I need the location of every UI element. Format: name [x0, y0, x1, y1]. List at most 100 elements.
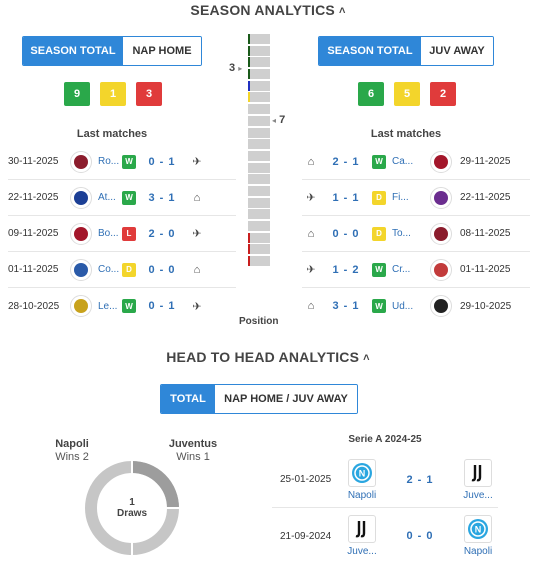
match-date: 09-11-2025 [8, 228, 59, 239]
match-date: 29-11-2025 [460, 156, 511, 167]
match-row[interactable]: ✈ 1 - 1 D Fi... 22-11-2025 [302, 180, 530, 216]
position-bar [248, 197, 270, 208]
result-badge: W [372, 154, 386, 169]
zone-marker [248, 256, 250, 267]
match-score[interactable]: 1 - 1 [332, 191, 360, 204]
match-score[interactable]: 1 - 2 [332, 263, 360, 276]
match-row[interactable]: 28-10-2025 Le... W 0 - 1 ✈ [8, 288, 236, 324]
position-axis-label: Position [239, 316, 279, 327]
h2h-total-tab[interactable]: TOTAL [161, 385, 215, 413]
home-wins-badge: 9 [64, 82, 90, 106]
h2h-away-team-name: Juventus [168, 438, 218, 450]
match-score[interactable]: 3 - 1 [332, 300, 360, 312]
match-date: 29-10-2025 [460, 300, 512, 312]
match-row[interactable]: ⌂ 3 - 1 W Ud... 29-10-2025 [302, 288, 530, 324]
result-badge: W [372, 299, 386, 313]
match-date: 22-11-2025 [8, 192, 59, 203]
position-bar [248, 185, 270, 196]
away-last-matches-list: ⌂ 2 - 1 W Ca... 29-11-2025 ✈ 1 - 1 D Fi... 22-11-… [302, 144, 530, 324]
result-badge: D [372, 190, 386, 205]
donut-away-wins-arc [131, 461, 179, 509]
match-row[interactable]: 22-11-2025 At... W 3 - 1 ⌂ [8, 180, 236, 216]
donut-center-text: 1 Draws [84, 460, 180, 556]
away-season-total-tab[interactable]: SEASON TOTAL [319, 37, 421, 65]
away-position-marker: ◂ 7 [272, 114, 285, 126]
position-bar [248, 92, 270, 103]
opponent-name[interactable]: Ud... [392, 300, 414, 312]
opponent-name[interactable]: At... [98, 192, 116, 203]
opponent-name[interactable]: To... [392, 228, 411, 239]
home-icon: ⌂ [307, 155, 315, 168]
position-bar [248, 127, 270, 138]
home-wdl-badges: 9 1 3 [64, 82, 162, 106]
h2h-home-team[interactable]: N Napoli [342, 458, 382, 501]
match-row[interactable]: ✈ 1 - 2 W Cr... 01-11-2025 [302, 252, 530, 288]
opponent-name[interactable]: Le... [98, 300, 118, 312]
opponent-logo [70, 150, 92, 173]
h2h-away-wins: Wins 1 [176, 451, 210, 463]
plane-icon: ✈ [192, 156, 202, 168]
match-score[interactable]: 2 - 0 [148, 227, 176, 240]
match-score[interactable]: 0 - 0 [332, 227, 360, 240]
match-row[interactable]: ⌂ 0 - 0 D To... 08-11-2025 [302, 216, 530, 252]
h2h-home-team-label: Juve... [347, 546, 377, 557]
match-date: 30-11-2025 [8, 156, 59, 167]
h2h-match-row[interactable]: 25-01-2025 N Napoli 2 - 1 Juve... [272, 452, 498, 508]
position-bar [248, 162, 270, 173]
zone-marker [248, 80, 250, 91]
match-row[interactable]: 09-11-2025 Bo... L 2 - 0 ✈ [8, 216, 236, 252]
position-bar [248, 139, 270, 150]
h2h-nap-home-juv-away-tab[interactable]: NAP HOME / JUV AWAY [215, 385, 357, 413]
position-bar [248, 34, 270, 44]
home-last-matches-list: 30-11-2025 Ro... W 0 - 1 ✈ 22-11-2025 At... W 3 … [8, 144, 236, 324]
home-nap-home-tab[interactable]: NAP HOME [123, 37, 201, 65]
h2h-home-team[interactable]: Juve... [342, 515, 382, 557]
opponent-logo [70, 295, 92, 317]
opponent-crest-icon [434, 154, 448, 169]
match-row[interactable]: ⌂ 2 - 1 W Ca... 29-11-2025 [302, 144, 530, 180]
match-score[interactable]: 2 - 1 [332, 155, 360, 168]
opponent-name[interactable]: Ca... [392, 156, 414, 167]
home-season-total-tab[interactable]: SEASON TOTAL [23, 37, 123, 65]
h2h-home-team-label: Napoli [347, 489, 377, 501]
svg-text:N: N [475, 525, 482, 535]
h2h-away-team[interactable]: N Napoli [458, 515, 498, 557]
h2h-analytics-title[interactable]: HEAD TO HEAD ANALYTICS ˄ [0, 349, 536, 365]
position-bar [248, 221, 270, 231]
match-row[interactable]: 30-11-2025 Ro... W 0 - 1 ✈ [8, 144, 236, 180]
h2h-away-team[interactable]: Juve... [458, 458, 498, 501]
home-last-matches-label: Last matches [76, 128, 148, 140]
opponent-name[interactable]: Cr... [392, 264, 411, 275]
donut-svg [85, 461, 179, 555]
result-badge: W [122, 190, 136, 205]
result-badge: W [122, 299, 136, 313]
match-row[interactable]: 01-11-2025 Co... D 0 - 0 ⌂ [8, 252, 236, 288]
away-juv-away-tab[interactable]: JUV AWAY [421, 37, 493, 65]
match-score[interactable]: 3 - 1 [148, 191, 176, 204]
match-date: 08-11-2025 [460, 228, 511, 239]
result-badge: D [372, 226, 386, 241]
match-score[interactable]: 0 - 1 [148, 155, 176, 168]
opponent-crest-icon [74, 299, 88, 313]
away-position-value: 7 [279, 114, 286, 126]
zone-marker [248, 92, 250, 103]
position-bar [248, 69, 270, 80]
h2h-match-score[interactable]: 2 - 1 [406, 473, 434, 486]
chevron-up-icon: ˄ [338, 5, 346, 17]
match-score[interactable]: 0 - 1 [148, 300, 176, 312]
arrow-left-icon: ◂ [272, 116, 277, 125]
h2h-match-score[interactable]: 0 - 0 [406, 530, 434, 542]
home-draws-badge: 1 [100, 82, 126, 106]
season-analytics-label: SEASON ANALYTICS [190, 2, 335, 18]
opponent-name[interactable]: Bo... [98, 228, 119, 239]
zone-marker [248, 69, 250, 80]
match-score[interactable]: 0 - 0 [148, 263, 176, 276]
season-analytics-title[interactable]: SEASON ANALYTICS ˄ [0, 2, 536, 18]
opponent-name[interactable]: Ro... [98, 156, 120, 167]
juventus-crest-icon [464, 458, 492, 487]
home-icon: ⌂ [307, 300, 315, 312]
opponent-name[interactable]: Co... [98, 264, 120, 275]
position-bar [248, 232, 270, 243]
opponent-name[interactable]: Fi... [392, 192, 409, 203]
h2h-match-row[interactable]: 21-09-2024 Juve... 0 - 0 N Napoli [272, 508, 498, 564]
